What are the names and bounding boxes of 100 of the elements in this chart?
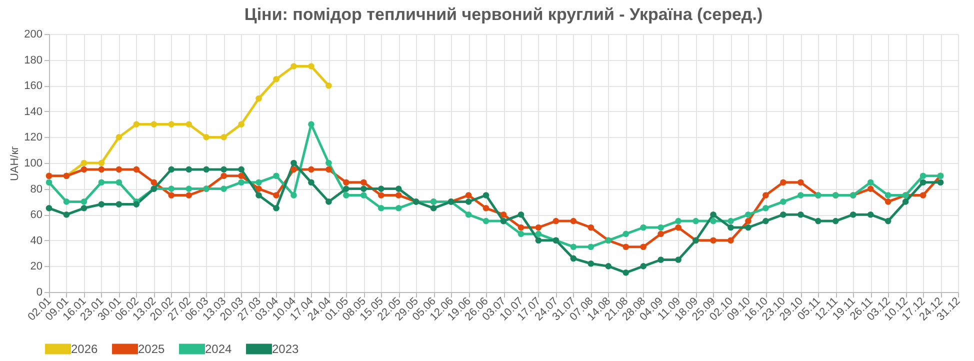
point — [710, 211, 716, 218]
point — [762, 204, 769, 212]
point — [343, 186, 350, 192]
point — [675, 224, 682, 231]
point — [133, 201, 140, 208]
point — [290, 166, 297, 173]
point — [360, 192, 367, 198]
point — [290, 63, 297, 70]
point — [675, 218, 682, 224]
point — [798, 211, 804, 218]
point — [116, 201, 122, 208]
point — [290, 192, 297, 198]
point — [588, 244, 594, 250]
point — [343, 192, 350, 198]
point — [290, 160, 297, 166]
point — [98, 166, 105, 173]
point — [920, 192, 926, 198]
point — [220, 134, 227, 140]
point — [570, 244, 577, 250]
point — [745, 224, 752, 231]
point — [867, 179, 874, 186]
y-tick-label: 160 — [24, 80, 42, 92]
point — [168, 192, 175, 198]
y-tick-label: 20 — [30, 260, 42, 273]
point — [186, 166, 192, 173]
y-tick-label: 200 — [24, 28, 42, 40]
point — [186, 121, 192, 128]
point — [762, 192, 769, 198]
point — [186, 186, 192, 192]
point — [98, 179, 105, 186]
point — [745, 218, 752, 224]
point — [63, 198, 70, 205]
point — [535, 237, 542, 244]
point — [710, 237, 716, 244]
point — [80, 198, 88, 205]
point — [186, 192, 192, 198]
point — [482, 218, 490, 224]
point — [465, 211, 472, 218]
y-tick-label: 100 — [24, 158, 42, 170]
point — [482, 204, 490, 212]
point — [658, 224, 664, 231]
point — [116, 134, 122, 140]
point — [256, 179, 262, 186]
point — [867, 186, 874, 192]
point — [238, 121, 244, 128]
point — [133, 166, 140, 173]
point — [98, 160, 105, 166]
point — [658, 230, 664, 238]
point — [762, 218, 769, 224]
point — [238, 179, 244, 186]
point — [326, 82, 332, 89]
point — [360, 186, 367, 192]
point — [168, 121, 175, 128]
point — [220, 186, 227, 192]
point — [133, 121, 140, 128]
point — [63, 211, 70, 218]
y-tick-label: 180 — [24, 54, 42, 66]
point — [465, 192, 472, 198]
y-tick-label: 140 — [24, 106, 42, 118]
point — [920, 172, 926, 180]
point — [902, 198, 909, 205]
point — [168, 186, 175, 192]
point — [220, 172, 227, 180]
point — [273, 172, 280, 180]
y-tick-label: 0 — [36, 286, 42, 298]
point — [588, 224, 594, 231]
point — [798, 192, 804, 198]
point — [552, 218, 560, 224]
point — [378, 204, 384, 212]
point — [937, 179, 944, 186]
point — [203, 166, 210, 173]
point — [465, 198, 472, 205]
point — [378, 186, 384, 192]
point — [710, 218, 716, 224]
point — [500, 211, 507, 218]
chart-title: Ціни: помідор тепличний червоний круглий - Україна (серед.) — [244, 5, 763, 24]
point — [46, 179, 52, 186]
point — [728, 237, 734, 244]
point — [518, 211, 524, 218]
legend-label: 2025 — [138, 342, 166, 356]
point — [675, 256, 682, 263]
point — [518, 224, 524, 231]
point — [622, 269, 630, 276]
point — [605, 263, 612, 270]
point — [80, 160, 88, 166]
point — [692, 218, 699, 224]
point — [482, 192, 490, 198]
point — [588, 260, 594, 267]
point — [622, 244, 630, 250]
point — [570, 255, 577, 262]
point — [780, 211, 786, 218]
point — [570, 218, 577, 224]
point — [308, 63, 314, 70]
legend-label: 2024 — [205, 342, 232, 356]
point — [780, 179, 786, 186]
y-tick-label: 40 — [30, 234, 42, 247]
point — [640, 244, 647, 250]
legend-label: 2026 — [71, 342, 98, 356]
point — [814, 218, 822, 224]
point — [832, 218, 839, 224]
